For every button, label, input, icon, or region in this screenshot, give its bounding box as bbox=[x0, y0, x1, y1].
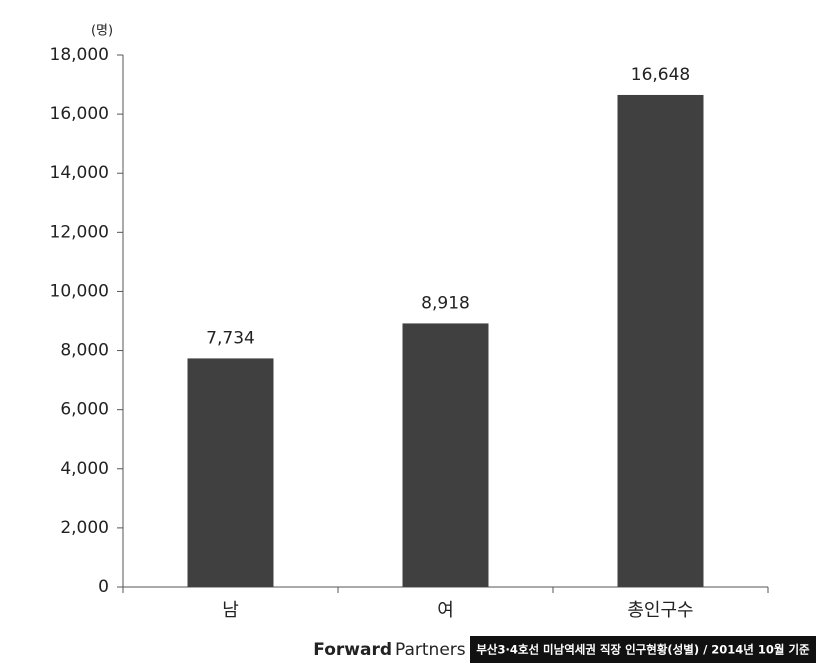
y-tick-label: 16,000 bbox=[50, 104, 109, 124]
y-tick-label: 2,000 bbox=[60, 518, 109, 538]
unit-label: (명) bbox=[91, 24, 113, 39]
logo-bold: Forward bbox=[313, 640, 392, 660]
bar bbox=[402, 323, 489, 587]
y-tick-label: 8,000 bbox=[60, 341, 109, 361]
caption-box bbox=[470, 636, 816, 663]
value-label: 16,648 bbox=[631, 65, 690, 85]
y-tick-label: 12,000 bbox=[50, 222, 109, 242]
x-tick-label: 남 bbox=[222, 600, 239, 621]
value-label: 7,734 bbox=[206, 328, 255, 348]
x-tick-label: 여 bbox=[437, 600, 454, 621]
x-tick-label: 총인구수 bbox=[627, 600, 693, 621]
caption: 부산3·4호선 미남역세권 직장 인구현황(성별) / 2014년 10월 기준 bbox=[476, 643, 810, 657]
logo-light: Partners bbox=[395, 640, 466, 660]
y-tick-label: 14,000 bbox=[50, 163, 109, 183]
y-tick-label: 0 bbox=[98, 577, 109, 597]
y-tick-label: 18,000 bbox=[50, 45, 109, 65]
bar bbox=[187, 358, 274, 587]
y-tick-label: 4,000 bbox=[60, 459, 109, 479]
y-tick-label: 10,000 bbox=[50, 281, 109, 301]
y-tick-label: 6,000 bbox=[60, 400, 109, 420]
value-label: 8,918 bbox=[421, 293, 470, 313]
bar bbox=[617, 94, 704, 588]
